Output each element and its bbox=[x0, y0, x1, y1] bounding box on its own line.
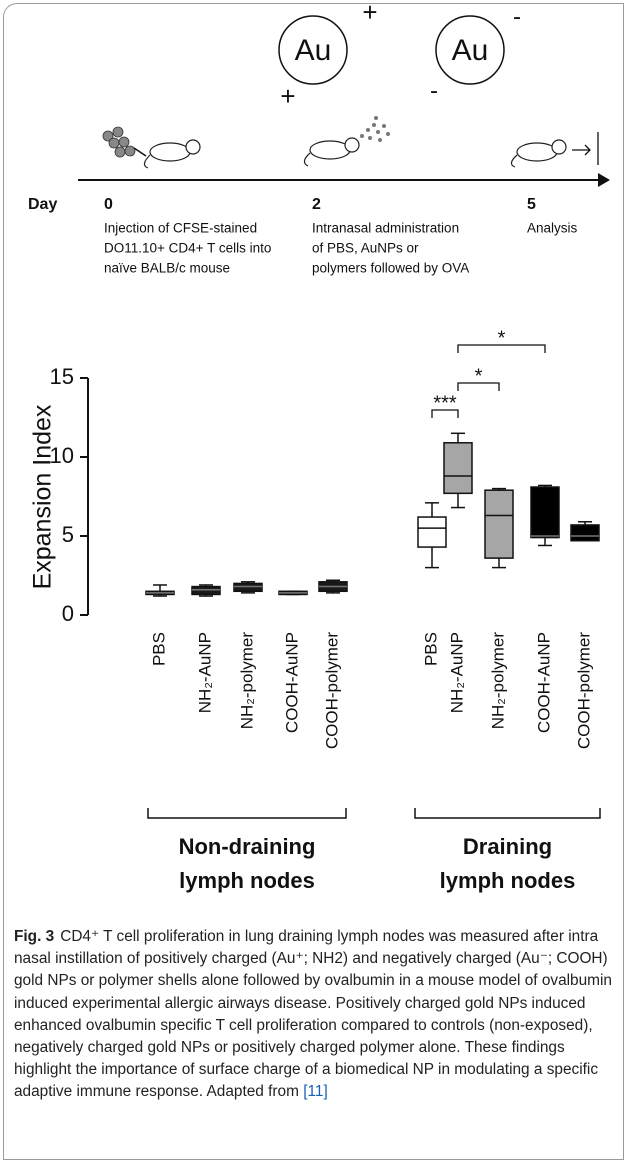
au-particle bbox=[278, 15, 348, 85]
group-label: lymph nodes bbox=[179, 868, 315, 893]
significance-bracket bbox=[431, 409, 459, 418]
figure-frame bbox=[3, 3, 624, 1160]
box bbox=[417, 516, 447, 548]
particle-charge: + bbox=[362, 0, 377, 27]
particle-label: Au bbox=[452, 34, 489, 67]
y-tick-label: 5 bbox=[62, 522, 74, 547]
timeline-text: DO11.10+ CD4+ T cells into bbox=[104, 241, 271, 256]
caption: Fig. 3 CD4⁺ T cell proliferation in lung … bbox=[14, 926, 612, 1104]
y-tick-label: 0 bbox=[62, 601, 74, 626]
group-label: Non-draining bbox=[179, 834, 316, 859]
timeline-text: Intranasal administration bbox=[312, 221, 459, 236]
timeline-text: naïve BALB/c mouse bbox=[104, 261, 230, 276]
box bbox=[570, 524, 600, 542]
timeline-arrowhead bbox=[598, 173, 610, 187]
box bbox=[191, 585, 221, 596]
day-number: 0 bbox=[104, 196, 113, 213]
spray-icon bbox=[360, 116, 390, 142]
cells-icon bbox=[102, 126, 136, 158]
box bbox=[443, 442, 473, 495]
x-tick-label: COOH-polymer bbox=[322, 632, 341, 749]
y-tick-label: 15 bbox=[50, 364, 74, 389]
particle-charge: - bbox=[430, 77, 438, 104]
box bbox=[233, 582, 263, 593]
x-tick-label: PBS bbox=[149, 632, 168, 666]
x-tick-label: COOH-AuNP bbox=[534, 632, 553, 733]
group-bracket bbox=[147, 808, 347, 819]
significance-label: * bbox=[475, 365, 483, 387]
group-bracket bbox=[414, 808, 601, 819]
x-tick-label: NH₂-AuNP bbox=[447, 632, 466, 713]
particle-charge: - bbox=[513, 3, 521, 30]
box bbox=[484, 489, 514, 559]
significance-bracket bbox=[457, 382, 500, 391]
particle-label: Au bbox=[295, 34, 332, 67]
caption-label: Fig. 3 bbox=[14, 928, 55, 945]
particle-charge: + bbox=[280, 81, 295, 111]
x-tick-label: COOH-polymer bbox=[574, 632, 593, 749]
x-tick-label: NH₂-AuNP bbox=[195, 632, 214, 713]
significance-label: * bbox=[498, 327, 506, 349]
significance-bracket bbox=[457, 344, 546, 353]
mouse-icon bbox=[143, 139, 201, 169]
caption-text: CD4⁺ T cell proliferation in lung draini… bbox=[14, 928, 612, 1101]
timeline-text: of PBS, AuNPs or bbox=[312, 241, 419, 256]
significance-label: *** bbox=[433, 392, 457, 414]
timeline-text: Injection of CFSE-stained bbox=[104, 221, 257, 236]
analysis-arrow bbox=[572, 132, 599, 165]
day-number: 5 bbox=[527, 196, 536, 213]
x-tick-label: PBS bbox=[421, 632, 440, 666]
au-particle bbox=[435, 15, 505, 85]
x-tick-label: NH₂-polymer bbox=[237, 632, 256, 730]
day-label: Day bbox=[28, 196, 57, 213]
timeline-text: Analysis bbox=[527, 221, 578, 236]
mouse-icon bbox=[510, 139, 567, 168]
box bbox=[530, 486, 560, 539]
cells-arrow bbox=[133, 147, 147, 157]
group-label: Draining bbox=[463, 834, 552, 859]
caption-reference[interactable]: [11] bbox=[303, 1083, 328, 1101]
timeline-text: polymers followed by OVA bbox=[312, 261, 469, 276]
x-tick-label: COOH-AuNP bbox=[282, 632, 301, 733]
day-number: 2 bbox=[312, 196, 321, 213]
x-tick-label: NH₂-polymer bbox=[488, 632, 507, 730]
figure: Au + + Au - - Day 0 Injection of CFSE-sta… bbox=[28, 0, 610, 893]
group-label: lymph nodes bbox=[440, 868, 576, 893]
mouse-icon bbox=[303, 137, 360, 167]
y-axis-label: Expansion Index bbox=[29, 404, 57, 589]
y-tick-label: 10 bbox=[50, 443, 74, 468]
